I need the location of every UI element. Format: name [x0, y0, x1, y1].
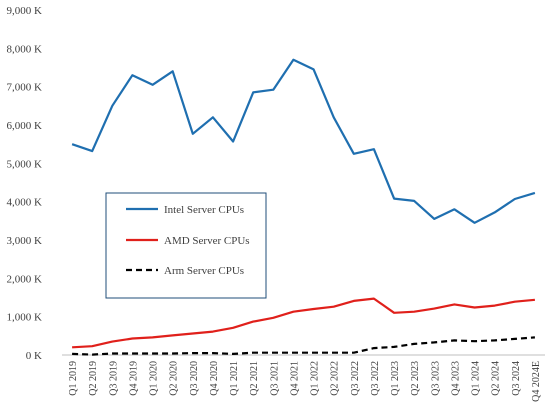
x-tick-label: Q3 2022: [350, 361, 361, 396]
y-tick-label: 9,000 K: [7, 5, 43, 17]
series-line-amd-server-cpus: [72, 297, 536, 349]
x-tick-label: Q2 2023: [410, 361, 421, 396]
y-tick-label: 8,000 K: [7, 43, 43, 55]
x-tick-label: Q1 2019: [68, 361, 79, 396]
x-tick-label: Q2 2021: [249, 361, 260, 396]
y-tick-label: 4,000 K: [7, 197, 43, 209]
y-tick-label: 1,000 K: [7, 312, 43, 324]
x-tick-label: Q3 2023: [430, 361, 441, 396]
x-tick-label: Q2 2022: [330, 361, 341, 396]
x-tick-label: Q1 2023: [390, 361, 401, 396]
x-axis-ticks: Q1 2019 Q2 2019 Q3 2019 Q4 2019 Q1 2020 Q2 20…: [68, 361, 542, 402]
y-tick-label: 6,000 K: [7, 120, 43, 132]
x-tick-label: Q2 2024: [491, 361, 502, 396]
series-line-arm-server-cpus: [72, 336, 535, 356]
y-tick-label: 3,000 K: [7, 235, 43, 247]
x-tick-label: Q2 2020: [169, 361, 180, 396]
x-tick-label: Q3 2024: [511, 361, 522, 396]
legend-label: Intel Server CPUs: [164, 204, 244, 216]
x-tick-label: Q4 2019: [128, 361, 139, 396]
x-tick-label: Q3 2019: [108, 361, 119, 396]
x-tick-label: Q4 2023: [450, 361, 461, 396]
legend-label: AMD Server CPUs: [164, 235, 250, 247]
legend: Intel Server CPUs AMD Server CPUs Arm Serv…: [105, 192, 267, 299]
x-tick-label: Q2 2019: [88, 361, 99, 396]
series-line-intel-server-cpus: [71, 58, 536, 224]
x-tick-label: Q4 2020: [209, 361, 220, 396]
x-tick-label: Q3 2022: [370, 361, 381, 396]
x-tick-label: Q4 2024E: [531, 361, 542, 402]
y-tick-label: 7,000 K: [7, 82, 43, 94]
legend-box: [105, 192, 267, 299]
x-tick-label: Q1 2021: [229, 361, 240, 396]
y-tick-label: 5,000 K: [7, 158, 43, 170]
x-tick-label: Q3 2020: [189, 361, 200, 396]
x-tick-label: Q4 2021: [289, 361, 300, 396]
x-tick-label: Q1 2022: [310, 361, 321, 396]
y-axis-ticks: 0 K 1,000 K 2,000 K 3,000 K 4,000 K 5,000 K 6,…: [7, 5, 43, 362]
y-tick-label: 0 K: [26, 350, 42, 362]
legend-label: Arm Server CPUs: [164, 265, 244, 277]
x-tick-label: Q3 2021: [269, 361, 280, 396]
x-tick-label: Q1 2020: [149, 361, 160, 396]
y-tick-label: 2,000 K: [7, 273, 43, 285]
x-tick-label: Q1 2024: [471, 361, 482, 396]
series-lines: [71, 58, 536, 356]
